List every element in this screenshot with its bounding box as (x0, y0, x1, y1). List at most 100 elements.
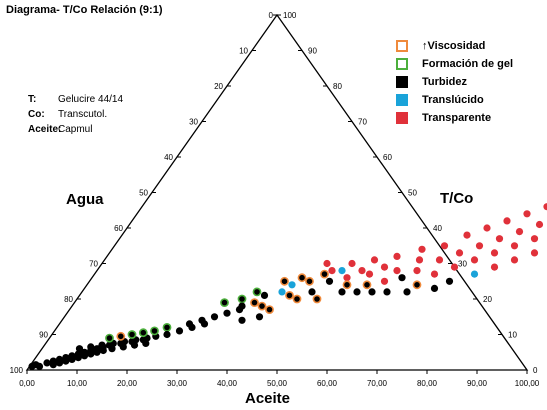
bottom-tick-label: 90,00 (467, 379, 488, 388)
data-point (393, 252, 401, 260)
legend-swatch (396, 58, 408, 70)
info-key: T: (28, 94, 37, 105)
data-point (138, 328, 148, 338)
data-point (175, 327, 184, 335)
right-tick-label: 80 (333, 82, 342, 91)
left-tick-label: 50 (139, 189, 148, 198)
data-point (255, 313, 264, 321)
left-tick-label: 10 (239, 47, 248, 56)
data-point (323, 259, 331, 268)
data-point (510, 256, 519, 264)
data-point (338, 267, 346, 275)
legend-label: Turbidez (422, 76, 468, 88)
data-point (80, 352, 89, 360)
data-point (353, 288, 361, 296)
data-point (162, 322, 172, 332)
left-tick-label: 20 (214, 82, 223, 91)
axis-label-left: Agua (66, 191, 104, 208)
data-point (220, 298, 229, 307)
right-tick-label: 50 (408, 189, 417, 198)
data-point (305, 276, 314, 286)
data-point (35, 362, 44, 370)
data-point (68, 355, 76, 363)
info-key: Aceite: (28, 124, 62, 135)
data-point (418, 245, 426, 253)
data-point (413, 267, 421, 275)
data-point (185, 320, 194, 328)
data-point (49, 361, 57, 369)
data-point (380, 277, 389, 285)
data-point (343, 274, 351, 282)
data-point (450, 263, 459, 271)
data-point (445, 277, 454, 285)
data-point (257, 301, 267, 311)
data-point (308, 288, 316, 296)
info-row-t: T: Gelucire 44/14 (28, 92, 123, 107)
triangle-frame (25, 13, 529, 371)
data-point (116, 331, 126, 341)
info-key: Co: (28, 109, 45, 120)
data-point (463, 231, 471, 239)
data-point (210, 313, 219, 321)
data-point (490, 249, 499, 257)
bottom-tick-label: 50,00 (267, 379, 288, 388)
data-point (105, 333, 114, 343)
legend-label: Transparente (422, 112, 492, 124)
legend-label: Formación de gel (422, 58, 514, 70)
data-point (430, 284, 439, 292)
right-tick-label: 60 (383, 153, 392, 162)
info-value: Capmul (58, 124, 93, 135)
legend-label: Translúcido (422, 94, 484, 106)
data-point (43, 359, 51, 367)
data-point (74, 354, 82, 362)
data-point (198, 316, 206, 324)
data-point (87, 343, 95, 351)
data-point (495, 235, 504, 243)
composition-info: T: Gelucire 44/14 Co: Transcutol. Aceite:C… (28, 92, 123, 137)
data-point (93, 348, 101, 356)
left-tick-label: 60 (114, 224, 123, 233)
data-point (370, 256, 379, 264)
data-point (238, 316, 246, 324)
data-point (515, 228, 524, 236)
data-point (530, 235, 539, 243)
bottom-tick-label: 30,00 (167, 379, 188, 388)
data-point (320, 269, 329, 279)
right-tick-label: 0 (533, 366, 538, 375)
info-row-aceite: Aceite:Capmul (28, 122, 123, 137)
right-tick-label: 90 (308, 47, 317, 56)
data-point (483, 224, 491, 232)
data-point (99, 346, 107, 355)
data-point (475, 242, 484, 250)
legend-swatch (396, 76, 408, 88)
data-point (523, 210, 531, 218)
data-point (435, 256, 444, 264)
data-point (368, 288, 376, 296)
data-point (288, 281, 296, 289)
data-point (365, 270, 374, 278)
data-point (470, 270, 479, 278)
info-row-co: Co: Transcutol. (28, 107, 123, 122)
data-point (342, 280, 352, 290)
data-point (163, 330, 171, 339)
data-point (292, 294, 302, 304)
legend-swatch (396, 112, 408, 124)
data-point (238, 302, 246, 310)
data-point (362, 280, 372, 290)
data-point (503, 217, 511, 225)
bottom-tick-label: 40,00 (217, 379, 238, 388)
data-point (285, 290, 294, 300)
data-point (328, 267, 336, 275)
legend-swatch (396, 40, 408, 52)
bottom-tick-label: 80,00 (417, 379, 438, 388)
data-point (98, 341, 106, 349)
data-point (530, 249, 539, 257)
data-point (543, 203, 547, 211)
right-tick-label: 10 (508, 331, 517, 340)
bottom-tick-label: 0,00 (19, 379, 35, 388)
data-point (237, 294, 247, 304)
right-tick-label: 70 (358, 118, 367, 127)
legend-label: ↑Viscosidad (422, 40, 486, 52)
left-tick-label: 30 (189, 118, 198, 127)
right-tick-label: 40 (433, 224, 442, 233)
